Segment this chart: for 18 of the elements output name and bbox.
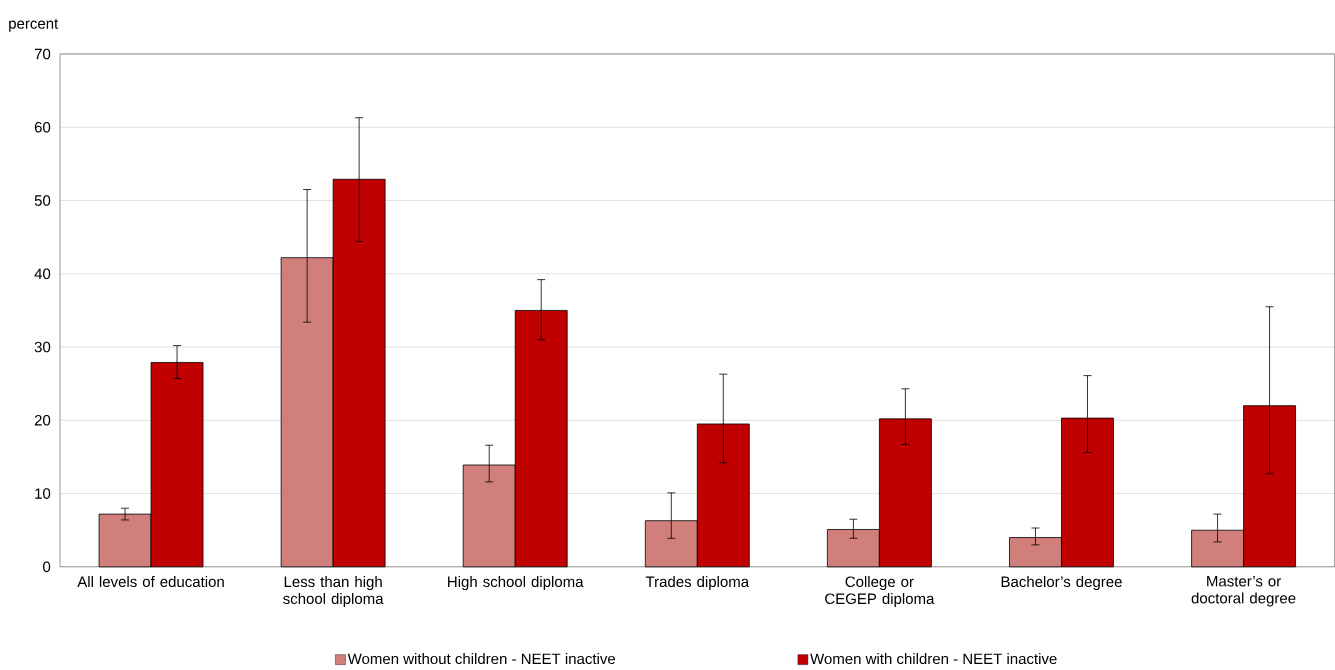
legend-label: Women without children - NEET inactive: [347, 652, 616, 664]
y-tick-label: 0: [43, 561, 51, 573]
y-tick-label: 40: [34, 268, 51, 279]
legend-label: Women with children - NEET inactive: [810, 652, 1057, 664]
x-tick-label: Trades diploma: [645, 575, 750, 590]
x-tick-label: Less than high school diploma: [283, 575, 384, 607]
y-tick-label: 10: [35, 488, 51, 499]
x-tick-label: College or CEGEP diploma: [825, 575, 935, 607]
y-tick-label: 60: [34, 121, 51, 133]
y-tick-label: 30: [34, 341, 51, 353]
x-tick-label: Master’s or doctoral degree: [1191, 575, 1296, 607]
y-tick-label: 50: [34, 195, 51, 206]
y-tick-label: 70: [34, 48, 51, 60]
x-tick-label: High school diploma: [448, 575, 584, 590]
y-tick-label: 20: [34, 414, 51, 426]
x-tick-label: Bachelor’s degree: [1001, 575, 1122, 590]
y-axis-title: percent: [9, 18, 59, 32]
x-tick-label: All levels of education: [77, 575, 224, 587]
